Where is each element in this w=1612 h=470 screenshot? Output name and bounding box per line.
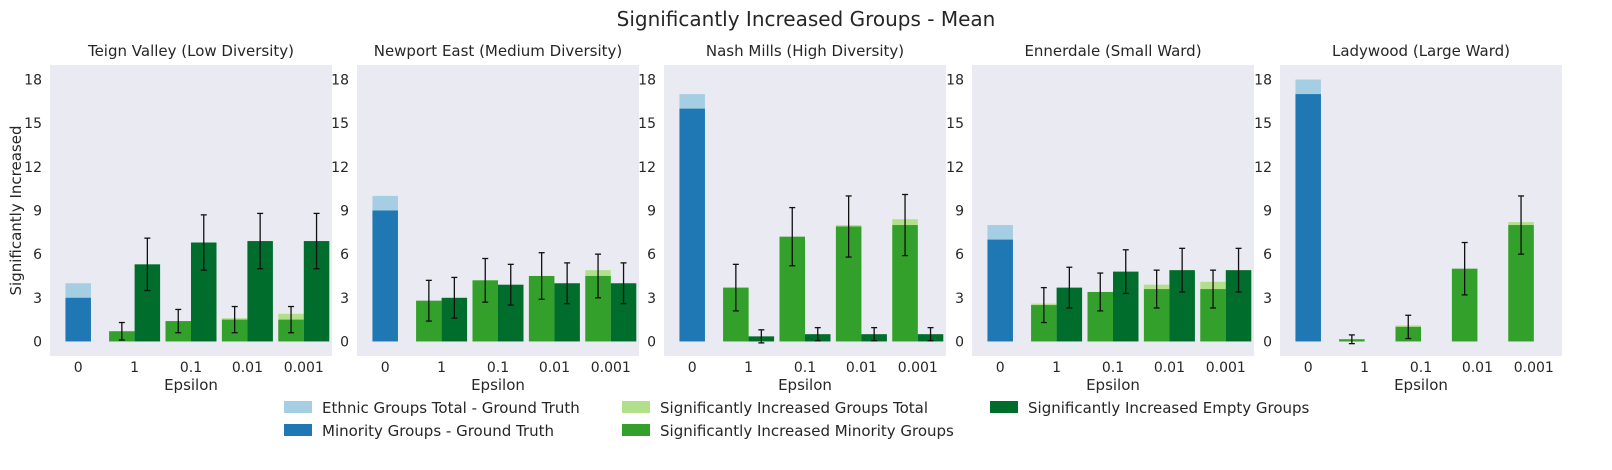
y-tick-label: 3 [647,291,656,307]
y-tick-label: 12 [331,160,349,176]
legend-swatch [622,424,650,436]
subplot-title: Ladywood (Large Ward) [1332,42,1510,60]
y-tick-label: 12 [638,160,656,176]
y-tick-label: 18 [1254,73,1272,89]
subplot-title: Newport East (Medium Diversity) [374,42,623,60]
x-tick-label: 0 [381,360,390,376]
x-tick-label: 0 [1304,360,1313,376]
subplot-3: Nash Mills (High Diversity) 0 3 6 9 12 15 18 0 1 0… [638,42,946,394]
y-tick-label: 0 [647,334,656,350]
legend-label: Ethnic Groups Total - Ground Truth [322,399,580,417]
y-tick-label: 18 [24,73,42,89]
subplot-title: Nash Mills (High Diversity) [706,42,904,60]
y-tick-label: 15 [331,116,349,132]
legend: Ethnic Groups Total - Ground Truth Minori… [284,399,1310,440]
y-tick-label: 0 [955,334,964,350]
y-tick-label: 15 [638,116,656,132]
x-axis-label: Epsilon [164,376,218,394]
subplot-title: Teign Valley (Low Diversity) [87,42,294,60]
subplots-container: Teign Valley (Low Diversity) 0 3 6 9 12 15 18 0 1… [7,42,1562,394]
x-tick-label: 0.01 [1462,360,1493,376]
x-tick-label: 0.1 [1410,360,1432,376]
y-tick-label: 18 [946,73,964,89]
legend-label: Minority Groups - Ground Truth [322,422,554,440]
y-tick-label: 0 [1263,334,1272,350]
x-tick-label: 0.001 [1206,360,1246,376]
x-tick-label: 0.01 [232,360,263,376]
x-tick-label: 1 [437,360,446,376]
x-tick-label: 1 [1360,360,1369,376]
bar-minority-ground-truth [372,210,398,342]
y-tick-label: 3 [340,291,349,307]
y-tick-label: 15 [24,116,42,132]
x-axis-label: Epsilon [1394,376,1448,394]
y-tick-label: 15 [946,116,964,132]
y-tick-label: 0 [340,334,349,350]
legend-label: Significantly Increased Empty Groups [1028,399,1310,417]
x-axis-label: Epsilon [1086,376,1140,394]
legend-label: Significantly Increased Minority Groups [660,422,954,440]
y-axis-label: Significantly Increased [7,126,25,296]
bar-minority-ground-truth [987,239,1013,342]
bar-minority-ground-truth [65,297,91,342]
x-tick-label: 0.1 [794,360,816,376]
subplot-2: Newport East (Medium Diversity) 0 3 6 9 12 15 1… [331,42,639,394]
x-tick-label: 0.001 [591,360,631,376]
bar-minority-ground-truth [679,108,705,342]
y-tick-label: 15 [1254,116,1272,132]
x-axis-label: Epsilon [778,376,832,394]
figure-title: Significantly Increased Groups - Mean [617,7,996,31]
x-tick-label: 0.01 [846,360,877,376]
y-tick-label: 12 [946,160,964,176]
x-tick-label: 0.01 [1154,360,1185,376]
x-tick-label: 0 [688,360,697,376]
subplot-4: Ennerdale (Small Ward) 0 3 6 9 12 15 18 0 1 0.1 0.0… [946,42,1254,394]
y-tick-label: 9 [955,204,964,220]
y-tick-label: 3 [955,291,964,307]
x-tick-label: 1 [744,360,753,376]
x-tick-label: 0.001 [1514,360,1554,376]
subplot-5: Ladywood (Large Ward) 0 3 6 9 12 15 18 0 1 0.1 0.01… [1254,42,1562,394]
y-tick-label: 6 [340,247,349,263]
legend-label: Significantly Increased Groups Total [660,399,928,417]
x-axis-label: Epsilon [471,376,525,394]
x-tick-label: 0.1 [180,360,202,376]
x-tick-label: 0 [996,360,1005,376]
legend-swatch [284,401,312,413]
y-tick-label: 12 [24,160,42,176]
x-tick-label: 0 [74,360,83,376]
y-tick-label: 6 [955,247,964,263]
y-tick-label: 6 [1263,247,1272,263]
x-tick-label: 0.01 [539,360,570,376]
x-tick-label: 0.1 [487,360,509,376]
y-tick-label: 6 [647,247,656,263]
legend-swatch [622,401,650,413]
x-tick-label: 1 [1052,360,1061,376]
legend-swatch [284,424,312,436]
y-tick-label: 9 [33,204,42,220]
x-tick-label: 1 [130,360,139,376]
x-tick-label: 0.1 [1102,360,1124,376]
subplot-1: Teign Valley (Low Diversity) 0 3 6 9 12 15 18 0 1… [7,42,332,394]
y-tick-label: 3 [33,291,42,307]
y-tick-label: 3 [1263,291,1272,307]
bar-minority-ground-truth [1295,94,1321,342]
y-tick-label: 0 [33,334,42,350]
y-tick-label: 9 [1263,204,1272,220]
y-tick-label: 9 [340,204,349,220]
x-tick-label: 0.001 [898,360,938,376]
x-tick-label: 0.001 [284,360,324,376]
y-tick-label: 18 [331,73,349,89]
legend-swatch [990,401,1018,413]
subplot-title: Ennerdale (Small Ward) [1024,42,1201,60]
y-tick-label: 18 [638,73,656,89]
y-tick-label: 9 [647,204,656,220]
y-tick-label: 12 [1254,160,1272,176]
y-tick-label: 6 [33,247,42,263]
